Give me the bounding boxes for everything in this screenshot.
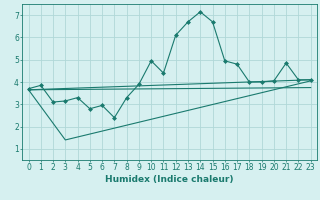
X-axis label: Humidex (Indice chaleur): Humidex (Indice chaleur) bbox=[105, 175, 234, 184]
